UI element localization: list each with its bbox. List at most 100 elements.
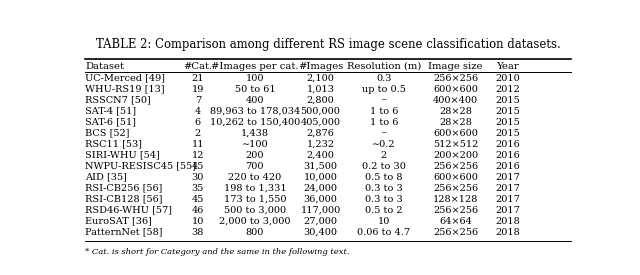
Text: 500 to 3,000: 500 to 3,000 — [224, 206, 286, 215]
Text: 200×200: 200×200 — [433, 151, 478, 160]
Text: RSSCN7 [50]: RSSCN7 [50] — [85, 96, 150, 104]
Text: RSC11 [53]: RSC11 [53] — [85, 140, 142, 149]
Text: 19: 19 — [191, 85, 204, 94]
Text: 50 to 61: 50 to 61 — [234, 85, 275, 94]
Text: TABLE 2: Comparison among different RS image scene classification datasets.: TABLE 2: Comparison among different RS i… — [95, 38, 561, 51]
Text: 600×600: 600×600 — [433, 85, 478, 94]
Text: PatternNet [58]: PatternNet [58] — [85, 228, 163, 237]
Text: 31,500: 31,500 — [303, 162, 337, 171]
Text: 4: 4 — [195, 107, 201, 116]
Text: 2015: 2015 — [495, 118, 520, 127]
Text: 256×256: 256×256 — [433, 74, 478, 82]
Text: 100: 100 — [246, 74, 264, 82]
Text: 1,232: 1,232 — [307, 140, 335, 149]
Text: 2017: 2017 — [495, 184, 520, 193]
Text: 2,100: 2,100 — [307, 74, 335, 82]
Text: 1 to 6: 1 to 6 — [370, 107, 398, 116]
Text: 600×600: 600×600 — [433, 129, 478, 138]
Text: 2,000 to 3,000: 2,000 to 3,000 — [219, 217, 291, 226]
Text: 0.5 to 8: 0.5 to 8 — [365, 173, 403, 182]
Text: 0.3: 0.3 — [376, 74, 392, 82]
Text: –: – — [381, 96, 386, 104]
Text: 256×256: 256×256 — [433, 162, 478, 171]
Text: 0.06 to 4.7: 0.06 to 4.7 — [357, 228, 410, 237]
Text: 21: 21 — [191, 74, 204, 82]
Text: 2017: 2017 — [495, 173, 520, 182]
Text: Image size: Image size — [428, 62, 483, 71]
Text: RSI-CB256 [56]: RSI-CB256 [56] — [85, 184, 163, 193]
Text: 500,000: 500,000 — [301, 107, 340, 116]
Text: #Images per cat.: #Images per cat. — [211, 62, 299, 71]
Text: 12: 12 — [191, 151, 204, 160]
Text: 45: 45 — [191, 162, 204, 171]
Text: 512×512: 512×512 — [433, 140, 479, 149]
Text: 2016: 2016 — [495, 162, 520, 171]
Text: 30,400: 30,400 — [303, 228, 337, 237]
Text: 173 to 1,550: 173 to 1,550 — [223, 195, 286, 204]
Text: AID [35]: AID [35] — [85, 173, 127, 182]
Text: 800: 800 — [246, 228, 264, 237]
Text: 400: 400 — [246, 96, 264, 104]
Text: 2016: 2016 — [495, 140, 520, 149]
Text: 10,262 to 150,400: 10,262 to 150,400 — [210, 118, 300, 127]
Text: 405,000: 405,000 — [301, 118, 340, 127]
Text: 7: 7 — [195, 96, 201, 104]
Text: * Cat. is short for Category and the same in the following text.: * Cat. is short for Category and the sam… — [85, 248, 349, 255]
Text: Resolution (m): Resolution (m) — [347, 62, 421, 71]
Text: 256×256: 256×256 — [433, 228, 478, 237]
Text: ∼100: ∼100 — [241, 140, 268, 149]
Text: 28×28: 28×28 — [439, 107, 472, 116]
Text: Dataset: Dataset — [85, 62, 124, 71]
Text: 2015: 2015 — [495, 129, 520, 138]
Text: –: – — [381, 129, 386, 138]
Text: 64×64: 64×64 — [439, 217, 472, 226]
Text: 24,000: 24,000 — [303, 184, 337, 193]
Text: #Cat.: #Cat. — [183, 62, 212, 71]
Text: 2017: 2017 — [495, 206, 520, 215]
Text: 10: 10 — [378, 217, 390, 226]
Text: 89,963 to 178,034: 89,963 to 178,034 — [210, 107, 300, 116]
Text: 2,800: 2,800 — [307, 96, 335, 104]
Text: SIRI-WHU [54]: SIRI-WHU [54] — [85, 151, 160, 160]
Text: SAT-6 [51]: SAT-6 [51] — [85, 118, 136, 127]
Text: NWPU-RESISC45 [55]: NWPU-RESISC45 [55] — [85, 162, 196, 171]
Text: 46: 46 — [191, 206, 204, 215]
Text: 700: 700 — [246, 162, 264, 171]
Text: UC-Merced [49]: UC-Merced [49] — [85, 74, 165, 82]
Text: 198 to 1,331: 198 to 1,331 — [223, 184, 286, 193]
Text: 1,013: 1,013 — [307, 85, 335, 94]
Text: 2,876: 2,876 — [307, 129, 335, 138]
Text: 220 to 420: 220 to 420 — [228, 173, 282, 182]
Text: 0.3 to 3: 0.3 to 3 — [365, 184, 403, 193]
Text: 2,400: 2,400 — [307, 151, 335, 160]
Text: 10: 10 — [191, 217, 204, 226]
Text: 2010: 2010 — [495, 74, 520, 82]
Text: 2018: 2018 — [495, 228, 520, 237]
Text: 30: 30 — [191, 173, 204, 182]
Text: 35: 35 — [191, 184, 204, 193]
Text: 600×600: 600×600 — [433, 173, 478, 182]
Text: 2: 2 — [195, 129, 201, 138]
Text: 2015: 2015 — [495, 96, 520, 104]
Text: 0.5 to 2: 0.5 to 2 — [365, 206, 403, 215]
Text: 2018: 2018 — [495, 217, 520, 226]
Text: RSI-CB128 [56]: RSI-CB128 [56] — [85, 195, 163, 204]
Text: ∼0.2: ∼0.2 — [372, 140, 396, 149]
Text: EuroSAT [36]: EuroSAT [36] — [85, 217, 152, 226]
Text: 256×256: 256×256 — [433, 184, 478, 193]
Text: 6: 6 — [195, 118, 201, 127]
Text: 2016: 2016 — [495, 151, 520, 160]
Text: 11: 11 — [191, 140, 204, 149]
Text: 0.2 to 30: 0.2 to 30 — [362, 162, 406, 171]
Text: #Images: #Images — [298, 62, 343, 71]
Text: 2: 2 — [381, 151, 387, 160]
Text: up to 0.5: up to 0.5 — [362, 85, 406, 94]
Text: RSD46-WHU [57]: RSD46-WHU [57] — [85, 206, 172, 215]
Text: 10,000: 10,000 — [303, 173, 337, 182]
Text: 27,000: 27,000 — [303, 217, 337, 226]
Text: SAT-4 [51]: SAT-4 [51] — [85, 107, 136, 116]
Text: 2015: 2015 — [495, 107, 520, 116]
Text: 1 to 6: 1 to 6 — [370, 118, 398, 127]
Text: 128×128: 128×128 — [433, 195, 479, 204]
Text: WHU-RS19 [13]: WHU-RS19 [13] — [85, 85, 164, 94]
